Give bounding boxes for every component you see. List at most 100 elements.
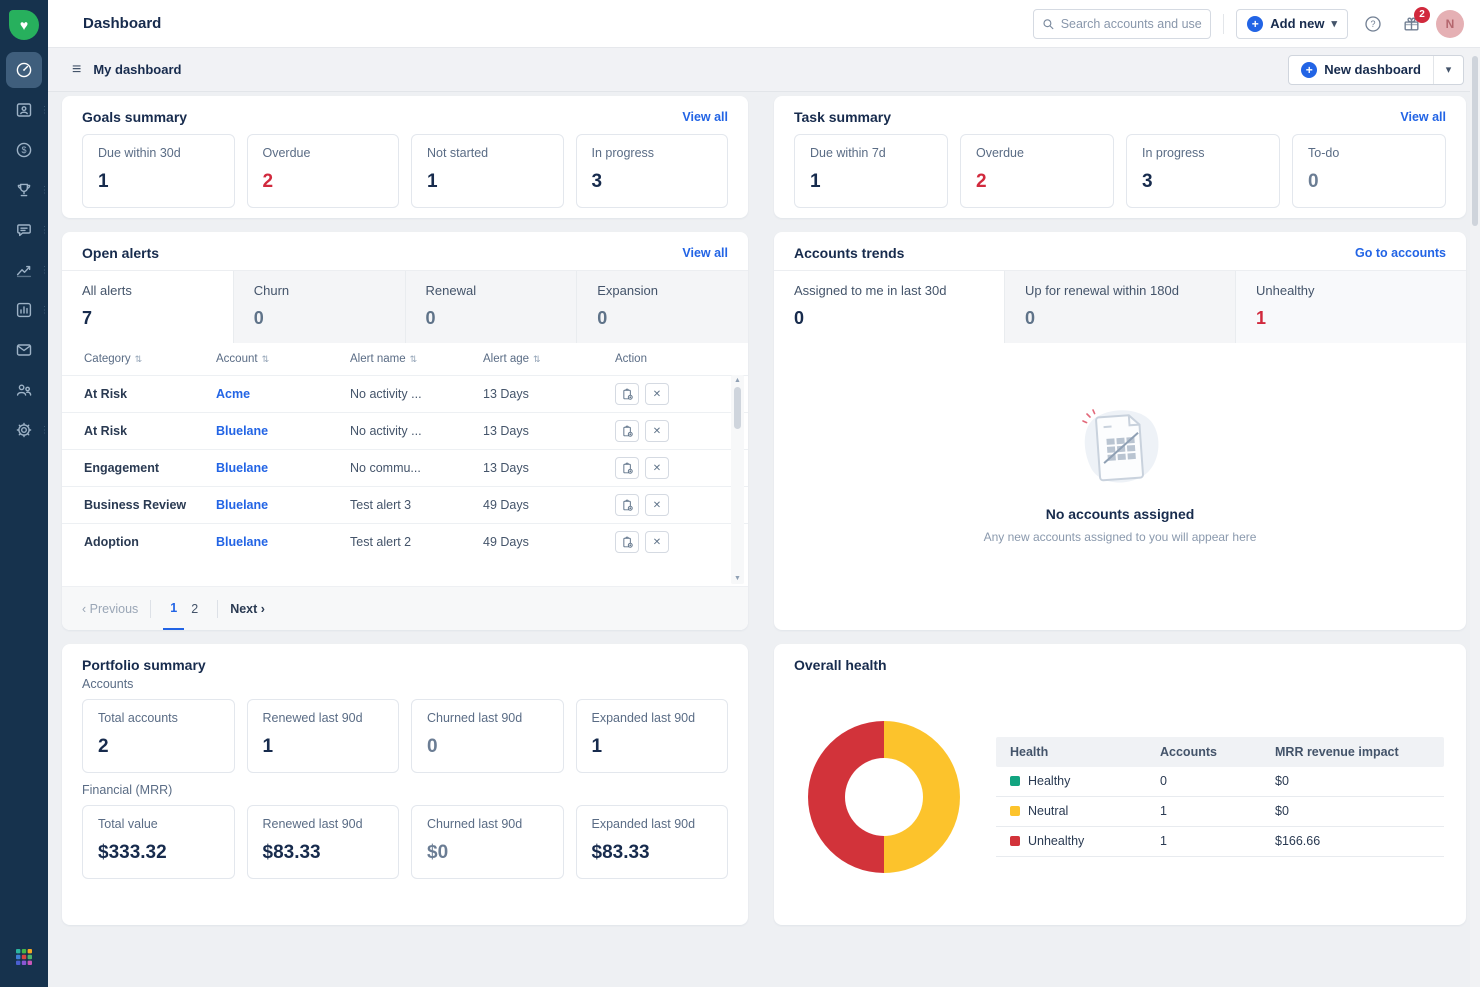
hamburger-icon[interactable]: ≡ [72, 60, 82, 78]
divider [217, 599, 219, 618]
line-chart-icon [16, 265, 32, 278]
healthy-swatch [1010, 776, 1020, 786]
chat-bubble-icon [17, 224, 31, 237]
stat-value: 1 [98, 171, 109, 192]
sidebar-drag-handle[interactable]: ⋮ [40, 224, 49, 235]
health-row: Healthy 0 $0 [996, 767, 1444, 797]
stat-tile: Overdue 2 [246, 134, 399, 208]
account-link[interactable]: Bluelane [216, 424, 269, 438]
sidebar-item-trends[interactable]: ⋮ [6, 252, 49, 288]
vitally-logo[interactable]: ♥ [9, 10, 39, 40]
sidebar-drag-handle[interactable]: ⋮ [40, 424, 49, 435]
account-link[interactable]: Bluelane [216, 498, 269, 512]
sidebar-item-apps[interactable] [6, 939, 42, 975]
account-link[interactable]: Bluelane [216, 461, 269, 475]
tab-renewal[interactable]: Renewal 0 [404, 271, 577, 343]
alert-row[interactable]: Adoption Bluelane Test alert 2 49 Days ✕ [62, 523, 748, 560]
stat-value: $83.33 [262, 842, 321, 863]
stat-value: 2 [98, 736, 109, 757]
avatar[interactable]: N [1436, 9, 1464, 38]
dismiss-alert-button[interactable]: ✕ [645, 420, 669, 442]
add-new-button[interactable]: + Add new ▾ [1236, 8, 1348, 39]
dismiss-alert-button[interactable]: ✕ [645, 383, 669, 405]
stat-tile: Not started 1 [411, 134, 564, 208]
sidebar-drag-handle[interactable]: ⋮ [40, 184, 49, 195]
tab-up-for-renewal[interactable]: Up for renewal within 180d 0 [1004, 271, 1235, 343]
page-scrollbar[interactable] [1470, 48, 1480, 987]
stat-value: 1 [810, 171, 821, 192]
tab-churn[interactable]: Churn 0 [232, 271, 405, 343]
tab-expansion[interactable]: Expansion 0 [576, 271, 748, 343]
stat-label: Churned last 90d [427, 711, 523, 725]
tab-all-alerts[interactable]: All alerts 7 [62, 271, 233, 343]
goals-view-all-link[interactable]: View all [682, 110, 728, 124]
alert-row[interactable]: Business Review Bluelane Test alert 3 49… [62, 486, 748, 523]
sidebar-item-settings[interactable]: ⋮ [6, 412, 49, 448]
sidebar-drag-handle[interactable]: ⋮ [40, 264, 49, 275]
sidebar-item-email[interactable] [6, 332, 42, 368]
stat-value: 3 [591, 171, 603, 192]
divider [150, 599, 152, 618]
column-header-category[interactable]: Category ⇅ [84, 353, 143, 365]
chevron-down-icon: ▾ [1445, 64, 1452, 76]
question-circle-icon: ? [1365, 15, 1381, 32]
trophy-icon [17, 183, 31, 197]
sidebar-drag-handle[interactable]: ⋮ [40, 304, 49, 315]
stat-label: Renewed last 90d [262, 817, 363, 831]
sidebar-item-team[interactable] [6, 372, 42, 408]
alert-row[interactable]: At Risk Bluelane No activity ... 13 Days… [62, 412, 748, 449]
apps-grid-icon [16, 949, 32, 965]
create-task-button[interactable] [615, 383, 639, 405]
create-task-button[interactable] [615, 494, 639, 516]
next-page-button[interactable]: Next › [230, 601, 265, 616]
account-link[interactable]: Acme [216, 387, 251, 401]
scroll-down-icon[interactable]: ▼ [734, 575, 741, 582]
clipboard-icon [622, 425, 633, 437]
table-scrollbar[interactable]: ▲ ▼ [731, 375, 744, 584]
search-input[interactable] [1060, 16, 1203, 31]
alert-row[interactable]: At Risk Acme No activity ... 13 Days ✕ [62, 375, 748, 412]
stat-tile: To-do 0 [1292, 134, 1446, 208]
stat-value: $0 [427, 842, 449, 863]
tab-assigned-to-me[interactable]: Assigned to me in last 30d 0 [774, 271, 1004, 343]
sidebar-item-reports[interactable]: ⋮ [6, 292, 49, 328]
go-to-accounts-link[interactable]: Go to accounts [1355, 246, 1446, 260]
sidebar-drag-handle[interactable]: ⋮ [40, 104, 49, 115]
tasks-view-all-link[interactable]: View all [1400, 110, 1446, 124]
alert-row[interactable]: Engagement Bluelane No commu... 13 Days … [62, 449, 748, 486]
stat-value: 0 [1308, 171, 1319, 192]
sidebar-item-goals[interactable]: ⋮ [6, 172, 49, 208]
account-link[interactable]: Bluelane [216, 535, 269, 549]
scroll-up-icon[interactable]: ▲ [734, 377, 741, 384]
whats-new-button[interactable]: 2 [1398, 6, 1430, 37]
clipboard-icon [622, 388, 633, 400]
alerts-view-all-link[interactable]: View all [682, 246, 728, 260]
stat-tile: Total accounts 2 [82, 699, 235, 773]
scrollbar-thumb[interactable] [734, 387, 741, 429]
section-label-financial: Financial (MRR) [82, 783, 173, 797]
new-dashboard-menu-button[interactable]: ▾ [1433, 55, 1463, 84]
dismiss-alert-button[interactable]: ✕ [645, 531, 669, 553]
create-task-button[interactable] [615, 457, 639, 479]
create-task-button[interactable] [615, 420, 639, 442]
page-scrollbar-thumb[interactable] [1472, 56, 1478, 226]
page-2-button[interactable]: 2 [191, 601, 199, 616]
page-1-button[interactable]: 1 [163, 588, 185, 630]
previous-page-button[interactable]: ‹ Previous [82, 601, 139, 616]
overall-health-card: Overall health Health Accounts MRR reven… [774, 644, 1466, 925]
tab-unhealthy[interactable]: Unhealthy 1 [1235, 271, 1466, 343]
sidebar-item-revenue[interactable]: $ [6, 132, 42, 168]
sidebar-item-dashboard[interactable] [6, 52, 42, 88]
column-header-alert-age[interactable]: Alert age ⇅ [483, 353, 541, 365]
column-header-account[interactable]: Account ⇅ [216, 353, 270, 365]
sidebar-item-conversations[interactable]: ⋮ [6, 212, 49, 248]
dismiss-alert-button[interactable]: ✕ [645, 494, 669, 516]
create-task-button[interactable] [615, 531, 639, 553]
new-dashboard-button[interactable]: + New dashboard [1289, 56, 1433, 84]
sidebar-item-accounts[interactable]: ⋮ [6, 92, 49, 128]
stat-label: In progress [591, 146, 655, 160]
help-button[interactable]: ? [1360, 11, 1386, 37]
column-header-alert-name[interactable]: Alert name ⇅ [350, 353, 418, 365]
dismiss-alert-button[interactable]: ✕ [645, 457, 669, 479]
global-search[interactable] [1033, 8, 1212, 39]
